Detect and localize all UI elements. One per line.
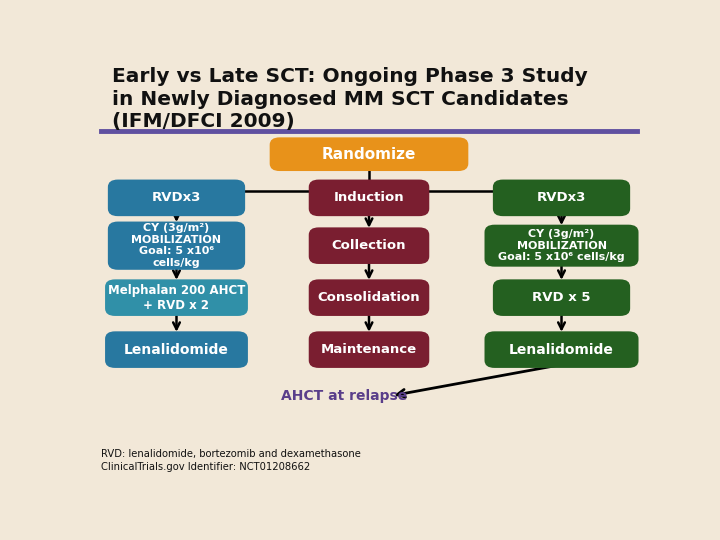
Text: RVD x 5: RVD x 5 <box>532 291 590 304</box>
Text: Lenalidomide: Lenalidomide <box>509 342 614 356</box>
Text: RVD: lenalidomide, bortezomib and dexamethasone: RVD: lenalidomide, bortezomib and dexame… <box>101 449 361 458</box>
Text: CY (3g/m²)
MOBILIZATION
Goal: 5 x10⁶ cells/kg: CY (3g/m²) MOBILIZATION Goal: 5 x10⁶ cel… <box>498 229 625 262</box>
FancyBboxPatch shape <box>108 180 245 216</box>
FancyBboxPatch shape <box>493 279 630 316</box>
Text: Melphalan 200 AHCT
+ RVD x 2: Melphalan 200 AHCT + RVD x 2 <box>108 284 246 312</box>
FancyBboxPatch shape <box>105 332 248 368</box>
FancyBboxPatch shape <box>309 180 429 216</box>
FancyBboxPatch shape <box>493 180 630 216</box>
Text: Maintenance: Maintenance <box>321 343 417 356</box>
Text: ClinicalTrials.gov Identifier: NCT01208662: ClinicalTrials.gov Identifier: NCT012086… <box>101 462 310 472</box>
Text: Consolidation: Consolidation <box>318 291 420 304</box>
Text: Early vs Late SCT: Ongoing Phase 3 Study
in Newly Diagnosed MM SCT Candidates
(I: Early vs Late SCT: Ongoing Phase 3 Study… <box>112 67 588 131</box>
FancyBboxPatch shape <box>485 225 639 267</box>
Text: CY (3g/m²)
MOBILIZATION
Goal: 5 x10⁶
cells/kg: CY (3g/m²) MOBILIZATION Goal: 5 x10⁶ cel… <box>132 223 222 268</box>
FancyBboxPatch shape <box>270 137 468 171</box>
Text: RVDx3: RVDx3 <box>537 191 586 204</box>
Text: Lenalidomide: Lenalidomide <box>124 342 229 356</box>
Text: Collection: Collection <box>332 239 406 252</box>
FancyBboxPatch shape <box>485 332 639 368</box>
FancyBboxPatch shape <box>309 332 429 368</box>
FancyBboxPatch shape <box>309 279 429 316</box>
Text: Randomize: Randomize <box>322 147 416 161</box>
FancyBboxPatch shape <box>108 221 245 270</box>
Text: Induction: Induction <box>333 191 405 204</box>
FancyBboxPatch shape <box>309 227 429 264</box>
FancyBboxPatch shape <box>105 279 248 316</box>
Text: RVDx3: RVDx3 <box>152 191 201 204</box>
Text: AHCT at relapse: AHCT at relapse <box>281 389 407 403</box>
